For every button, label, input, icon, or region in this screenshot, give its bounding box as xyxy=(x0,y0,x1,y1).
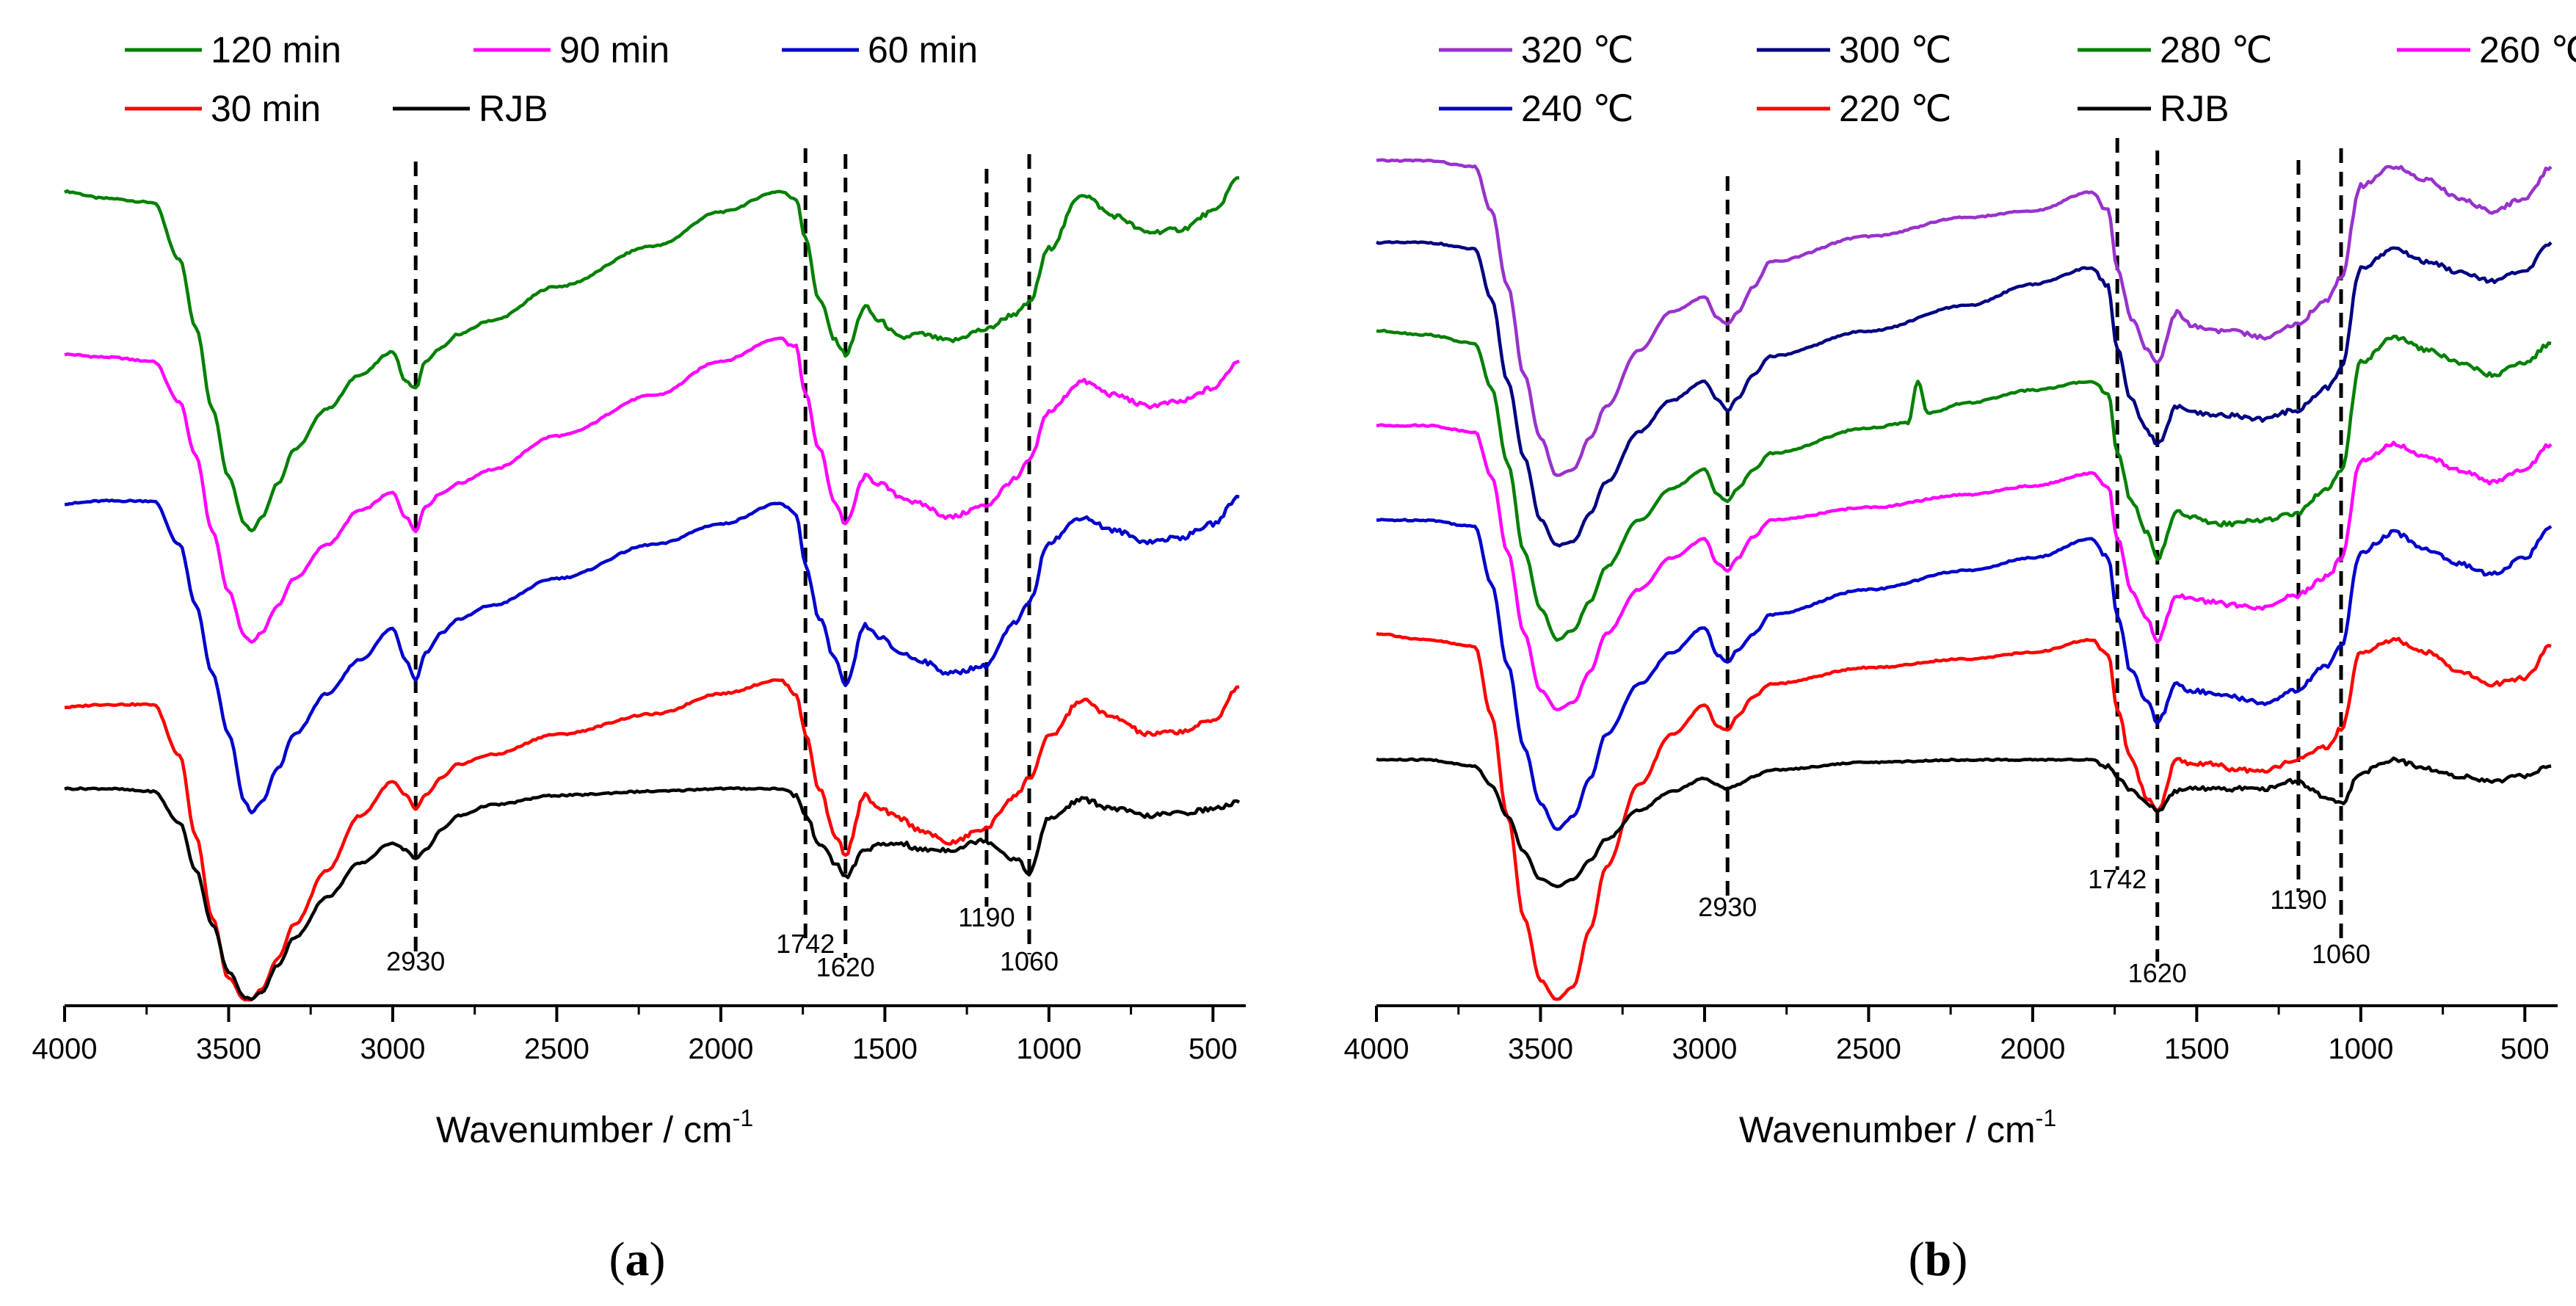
x-tick-label: 3500 xyxy=(196,1033,261,1065)
x-tick-label: 1000 xyxy=(2328,1033,2393,1065)
series-line-90-min xyxy=(64,336,1240,644)
legend-label: 120 min xyxy=(211,29,341,70)
panel-a-chart: 4000 3500 3000 2500 2000 1500 1000 500 2930 1742… xyxy=(32,29,1246,1150)
x-tick-label: 3500 xyxy=(1508,1033,1573,1065)
panel-b-marker-labels: 2930 1742 1620 1190 1060 xyxy=(1698,864,2370,988)
x-tick-label: 2500 xyxy=(1836,1033,1901,1065)
marker-label-1742: 1742 xyxy=(776,929,835,959)
legend-label: 240 ℃ xyxy=(1521,88,1633,129)
panel-b-x-axis: 4000 3500 3000 2500 2000 1500 1000 500 xyxy=(1344,1004,2558,1065)
panel-b-chart: 4000 3500 3000 2500 2000 1500 1000 500 2930 1742… xyxy=(1344,29,2576,1150)
legend-label: 300 ℃ xyxy=(1839,29,1951,70)
legend-label: 280 ℃ xyxy=(2160,29,2272,70)
panel-a-x-axis: 4000 3500 3000 2500 2000 1500 1000 500 xyxy=(32,1004,1246,1065)
marker-label-2930: 2930 xyxy=(386,946,445,976)
legend-label: 60 min xyxy=(868,29,978,70)
panel-b-caption-label: (b) xyxy=(1909,1233,1968,1286)
legend-label: RJB xyxy=(2160,88,2229,129)
marker-label-1742: 1742 xyxy=(2088,864,2147,894)
marker-label-1620: 1620 xyxy=(2128,958,2187,988)
legend-label: 220 ℃ xyxy=(1839,88,1951,129)
x-tick-label: 500 xyxy=(2500,1033,2550,1065)
legend-label: 260 ℃ xyxy=(2479,29,2576,70)
x-tick-label: 3000 xyxy=(360,1033,425,1065)
panel-b-marker-lines xyxy=(1725,138,2343,962)
marker-label-1620: 1620 xyxy=(816,952,875,982)
series-line-30-min xyxy=(64,678,1240,1002)
marker-label-1190: 1190 xyxy=(2270,885,2326,915)
x-tick-label: 1500 xyxy=(2164,1033,2229,1065)
series-line-rjb xyxy=(1376,756,2552,888)
panel-a-legend: 120 min 90 min 60 min 30 min RJB xyxy=(125,29,978,129)
x-tick-label: 2000 xyxy=(688,1033,753,1065)
panel-b-series-group xyxy=(1376,158,2553,1001)
x-tick-label: 1000 xyxy=(1016,1033,1081,1065)
panel-a-series-group xyxy=(63,176,1241,1002)
marker-label-1060: 1060 xyxy=(1000,946,1059,976)
series-line-220- xyxy=(1376,631,2552,1001)
x-tick-label: 1500 xyxy=(852,1033,918,1065)
marker-label-1060: 1060 xyxy=(2312,939,2370,969)
series-line-240- xyxy=(1376,518,2553,831)
series-line-320- xyxy=(1376,158,2553,477)
series-line-300- xyxy=(1376,240,2553,548)
x-tick-label: 4000 xyxy=(32,1033,98,1065)
panel-b-x-axis-label: Wavenumber / cm-1 xyxy=(1739,1105,2056,1150)
legend-label: 90 min xyxy=(559,29,670,70)
panel-a-caption-label: (a) xyxy=(609,1233,666,1286)
marker-label-1190: 1190 xyxy=(958,902,1015,932)
legend-label: 320 ℃ xyxy=(1521,29,1633,70)
x-tick-label: 3000 xyxy=(1672,1033,1737,1065)
x-tick-label: 500 xyxy=(1189,1033,1238,1065)
panel-b-legend: 320 ℃ 300 ℃ 280 ℃ 260 ℃ 240 ℃ 220 ℃ RJB xyxy=(1439,29,2576,129)
x-tick-label: 4000 xyxy=(1344,1033,1409,1065)
panel-a-marker-lines xyxy=(413,148,1031,958)
series-line-60-min xyxy=(64,494,1240,815)
marker-label-2930: 2930 xyxy=(1698,892,1757,922)
legend-label: RJB xyxy=(479,88,548,129)
x-tick-label: 2500 xyxy=(524,1033,589,1065)
series-line-260- xyxy=(1376,423,2553,711)
x-tick-label: 2000 xyxy=(2000,1033,2065,1065)
legend-label: 30 min xyxy=(211,88,321,129)
series-line-120-min xyxy=(63,176,1240,533)
panel-a-x-axis-label: Wavenumber / cm-1 xyxy=(436,1105,753,1150)
series-line-280- xyxy=(1376,328,2552,642)
series-line-rjb xyxy=(64,786,1241,1001)
